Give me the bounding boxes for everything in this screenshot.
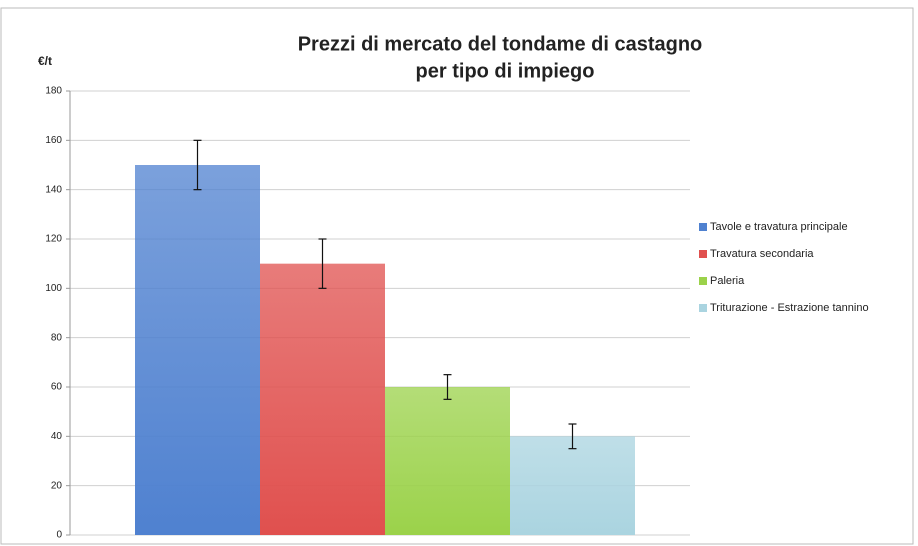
chart-title: Prezzi di mercato del tondame di castagn… (298, 33, 703, 55)
y-tick-label: 160 (45, 135, 62, 146)
legend-label: Tavole e travatura principale (710, 221, 848, 233)
legend-label: Paleria (710, 275, 745, 287)
bar (385, 387, 510, 535)
legend-swatch (699, 277, 707, 285)
error-bar (443, 374, 452, 400)
bar (135, 165, 260, 535)
y-tick-label: 80 (51, 332, 63, 343)
error-bar (193, 139, 202, 191)
bar (510, 436, 635, 535)
legend-swatch (699, 304, 707, 312)
legend-label: Travatura secondaria (710, 248, 814, 260)
legend-swatch (699, 223, 707, 231)
bar (260, 263, 385, 535)
legend-label: Triturazione - Estrazione tannino (710, 302, 869, 314)
y-tick-label: 20 (51, 480, 63, 491)
y-tick-label: 60 (51, 382, 63, 393)
y-tick-label: 140 (45, 184, 62, 195)
y-tick-label: 120 (45, 234, 62, 245)
y-tick-label: 180 (45, 86, 62, 97)
y-tick-label: 40 (51, 431, 63, 442)
legend-swatch (699, 250, 707, 258)
error-bar (568, 423, 577, 450)
y-tick-label: 100 (45, 283, 62, 294)
y-tick-label: 0 (56, 530, 62, 541)
error-bar (318, 238, 327, 289)
y-axis-label: €/t (38, 54, 52, 68)
chart-subtitle: per tipo di impiego (416, 60, 595, 82)
